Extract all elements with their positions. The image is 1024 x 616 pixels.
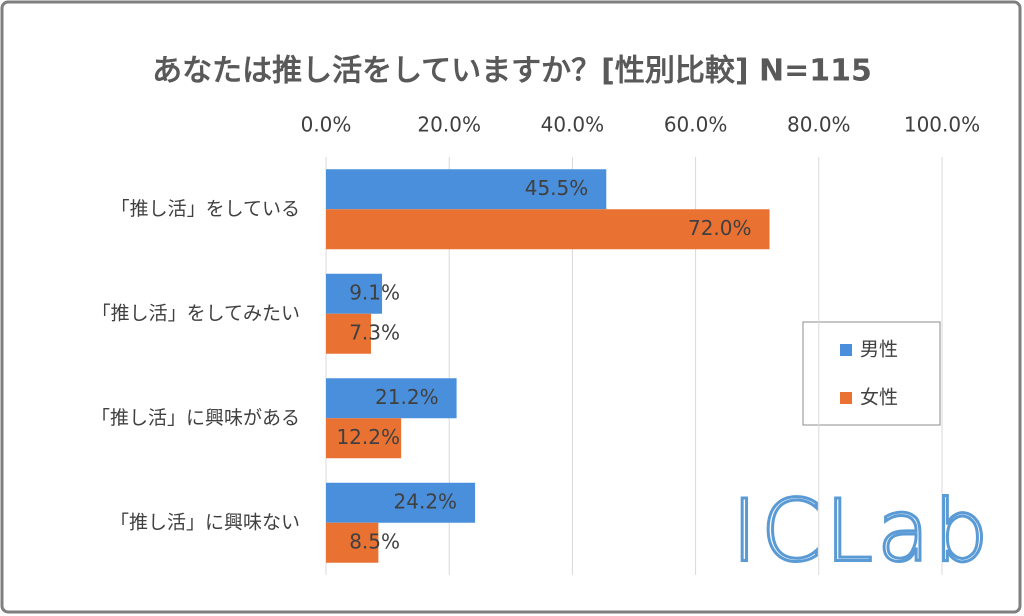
bar bbox=[326, 482, 476, 523]
x-tick-label: 80.0% bbox=[787, 113, 851, 137]
bar bbox=[326, 378, 457, 419]
data-label: 24.2% bbox=[394, 489, 458, 513]
bar bbox=[326, 418, 402, 459]
data-label: 9.1% bbox=[349, 280, 400, 304]
bar bbox=[326, 313, 371, 354]
y-tick-label: 「推し活」に興味ない bbox=[110, 511, 300, 533]
x-tick-label: 40.0% bbox=[541, 113, 605, 137]
legend-swatch bbox=[840, 344, 852, 356]
legend-label: 男性 bbox=[860, 339, 898, 361]
data-label: 45.5% bbox=[525, 176, 589, 200]
bar bbox=[326, 169, 607, 210]
data-label: 21.2% bbox=[375, 385, 439, 409]
data-label: 12.2% bbox=[336, 425, 400, 449]
x-tick-label: 100.0% bbox=[904, 113, 980, 137]
y-tick-label: 「推し活」に興味がある bbox=[91, 407, 300, 429]
bar bbox=[326, 522, 379, 563]
legend-swatch bbox=[840, 392, 852, 404]
x-tick-label: 0.0% bbox=[301, 113, 352, 137]
bar bbox=[326, 209, 770, 250]
y-tick-label: 「推し活」をしてみたい bbox=[92, 302, 300, 324]
x-tick-label: 60.0% bbox=[664, 113, 728, 137]
bar bbox=[326, 273, 383, 314]
chart-title: あなたは推し活をしていますか？[性別比較] N=115 bbox=[152, 54, 872, 89]
x-tick-label: 20.0% bbox=[417, 113, 481, 137]
data-label: 7.3% bbox=[349, 320, 400, 344]
legend-label: 女性 bbox=[860, 387, 898, 409]
legend-box bbox=[802, 321, 941, 426]
data-label: 72.0% bbox=[688, 216, 752, 240]
data-label: 8.5% bbox=[349, 529, 400, 553]
watermark: ICLab bbox=[732, 482, 993, 582]
y-tick-label: 「推し活」をしている bbox=[111, 198, 300, 220]
